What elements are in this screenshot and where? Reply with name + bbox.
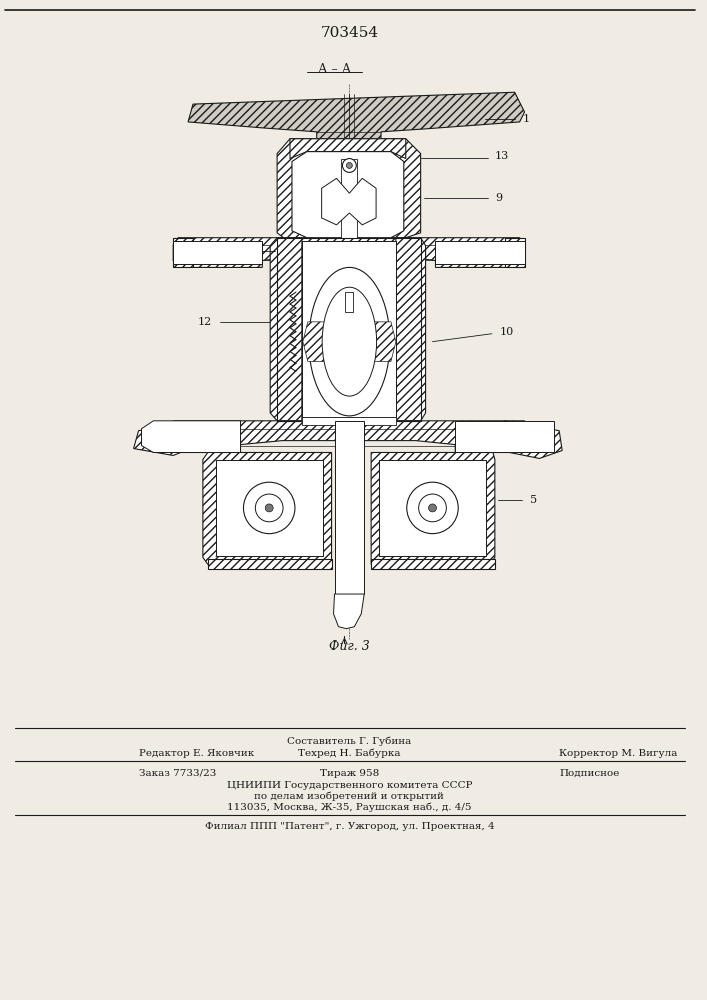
Text: Техред Н. Бабурка: Техред Н. Бабурка (298, 749, 401, 758)
Bar (334, 421, 364, 594)
Polygon shape (173, 238, 193, 267)
Bar (371, 559, 495, 569)
Circle shape (428, 504, 436, 512)
Text: 703454: 703454 (320, 26, 378, 40)
Text: 1: 1 (522, 114, 530, 124)
Text: 12: 12 (197, 317, 212, 327)
Polygon shape (188, 92, 525, 139)
Bar (208, 559, 332, 569)
Polygon shape (203, 452, 332, 564)
Text: Заказ 7733/23: Заказ 7733/23 (139, 769, 216, 778)
Text: Корректор М. Вигула: Корректор М. Вигула (559, 749, 677, 758)
Polygon shape (168, 421, 530, 452)
Polygon shape (455, 421, 554, 452)
Polygon shape (134, 421, 198, 455)
Text: 3: 3 (530, 443, 537, 453)
Polygon shape (303, 322, 396, 361)
Text: Составитель Г. Губина: Составитель Г. Губина (287, 737, 411, 746)
Text: А – А: А – А (318, 63, 351, 76)
Text: 10: 10 (500, 327, 514, 337)
Polygon shape (173, 238, 525, 267)
Circle shape (255, 494, 283, 522)
Polygon shape (500, 421, 562, 458)
Polygon shape (381, 139, 421, 238)
Circle shape (265, 504, 273, 512)
Circle shape (243, 482, 295, 534)
Polygon shape (290, 139, 406, 159)
Text: Тираж 958: Тираж 958 (320, 769, 379, 778)
Polygon shape (334, 594, 364, 629)
Circle shape (342, 159, 356, 172)
Polygon shape (270, 238, 302, 421)
Bar (302, 241, 396, 417)
Polygon shape (292, 152, 404, 238)
Bar (346, 292, 354, 312)
Ellipse shape (322, 287, 377, 396)
Bar (277, 238, 421, 421)
Text: Редактор Е. Яковчик: Редактор Е. Яковчик (139, 749, 254, 758)
Text: Фиг. 3: Фиг. 3 (329, 640, 370, 653)
Bar (216, 460, 322, 556)
Text: 9: 9 (495, 193, 502, 203)
Circle shape (419, 494, 446, 522)
Text: 5: 5 (530, 495, 537, 505)
Text: по делам изобретений и открытий: по делам изобретений и открытий (255, 791, 444, 801)
Text: Филиал ППП "Патент", г. Ужгород, ул. Проектная, 4: Филиал ППП "Патент", г. Ужгород, ул. Про… (204, 822, 494, 831)
Text: ЦНИИПИ Государственного комитета СССР: ЦНИИПИ Государственного комитета СССР (227, 781, 472, 790)
Circle shape (407, 482, 458, 534)
Bar (341, 159, 357, 238)
Polygon shape (505, 238, 525, 267)
Polygon shape (322, 178, 376, 225)
Polygon shape (173, 241, 262, 264)
Polygon shape (396, 238, 426, 421)
Text: Подписное: Подписное (559, 769, 619, 778)
Bar (302, 417, 396, 425)
Polygon shape (371, 452, 495, 564)
Ellipse shape (309, 267, 390, 416)
Bar (379, 460, 486, 556)
Polygon shape (141, 421, 240, 452)
Polygon shape (436, 241, 525, 264)
Polygon shape (277, 139, 317, 243)
Text: 11: 11 (217, 246, 232, 256)
Circle shape (346, 163, 352, 168)
Text: 113035, Москва, Ж-35, Раушская наб., д. 4/5: 113035, Москва, Ж-35, Раушская наб., д. … (227, 802, 472, 812)
Text: 13: 13 (495, 151, 509, 161)
